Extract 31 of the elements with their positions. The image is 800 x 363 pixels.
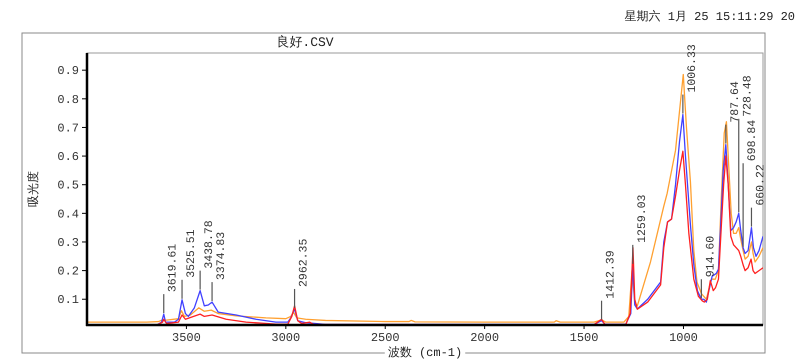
- x-tick-label: 2000: [470, 331, 500, 345]
- annotation: 1006.33: [686, 44, 699, 93]
- annotation: 3525.51: [185, 229, 198, 278]
- y-tick-label: 0.7: [57, 121, 79, 136]
- y-tick-label: 0.1: [57, 293, 79, 308]
- annotation: 728.48: [742, 75, 755, 117]
- x-tick-label: 3000: [271, 331, 300, 345]
- x-tick-label: 1000: [669, 331, 698, 345]
- chart-title: 良好.CSV: [276, 35, 334, 50]
- x-tick-label: 2500: [370, 331, 400, 345]
- x-tick-label: 1500: [570, 331, 598, 345]
- x-axis-title: 波数 (cm-1): [388, 346, 462, 360]
- annotation: 914.60: [704, 236, 718, 278]
- y-tick-label: 0.9: [57, 64, 79, 78]
- annotation: 1412.39: [604, 250, 618, 299]
- annotation: 1259.03: [636, 194, 649, 243]
- annotation: 660.22: [754, 164, 768, 206]
- annotation: 3374.83: [215, 232, 228, 280]
- annotation: 3619.61: [166, 244, 180, 292]
- annotation: 2962.35: [298, 238, 311, 287]
- y-tick-label: 0.5: [57, 178, 79, 193]
- y-tick-label: 0.2: [57, 264, 79, 279]
- y-tick-label: 0.3: [57, 236, 79, 250]
- y-axis-title: 吸光度: [26, 171, 41, 207]
- text: 星期六 1月 25 15:11:29 20: [624, 9, 795, 24]
- y-tick-label: 0.6: [57, 150, 79, 164]
- y-tick-label: 0.8: [57, 92, 79, 107]
- annotation: 787.64: [728, 81, 742, 123]
- y-tick-label: 0.4: [57, 207, 79, 222]
- annotation: 698.84: [746, 120, 760, 162]
- x-tick-label: 3500: [172, 331, 201, 345]
